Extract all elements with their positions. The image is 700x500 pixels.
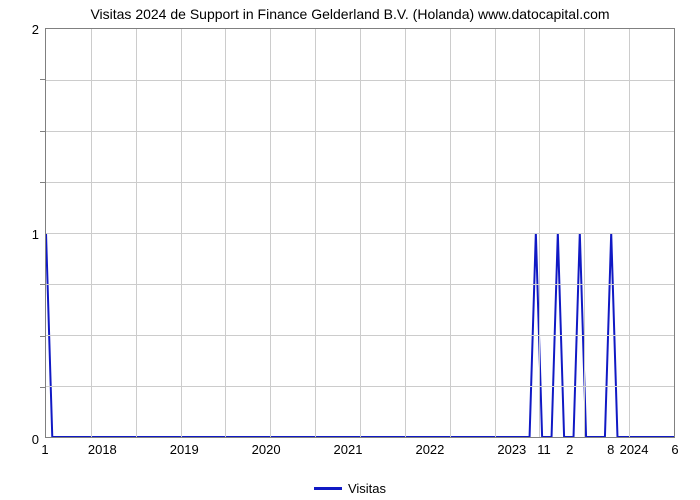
legend: Visitas <box>0 481 700 496</box>
grid-line-horizontal-minor <box>46 131 674 132</box>
data-point-label: 11 <box>537 442 551 457</box>
x-axis-tick-label: 2019 <box>170 442 199 457</box>
corner-label-bottom-right: 6 <box>671 442 678 457</box>
chart-title: Visitas 2024 de Support in Finance Gelde… <box>0 6 700 22</box>
y-axis-minor-tick <box>40 131 45 132</box>
y-axis-tick-label: 1 <box>9 227 39 242</box>
plot-area <box>45 28 675 438</box>
x-axis-tick-label: 2018 <box>88 442 117 457</box>
y-axis-tick-label: 2 <box>9 22 39 37</box>
x-axis-tick-label: 2020 <box>252 442 281 457</box>
grid-line-horizontal-minor <box>46 80 674 81</box>
grid-line-horizontal-minor <box>46 182 674 183</box>
y-axis-minor-tick <box>40 79 45 80</box>
data-point-label: 2 <box>566 442 573 457</box>
y-axis-minor-tick <box>40 387 45 388</box>
y-axis-tick-label: 0 <box>9 432 39 447</box>
legend-swatch <box>314 487 342 490</box>
y-axis-minor-tick <box>40 284 45 285</box>
x-axis-tick-label: 2023 <box>497 442 526 457</box>
x-axis-tick-label: 2022 <box>415 442 444 457</box>
grid-line-horizontal-major <box>46 233 674 234</box>
x-axis-tick-label: 2024 <box>620 442 649 457</box>
y-axis-minor-tick <box>40 336 45 337</box>
corner-label-bottom-left: 1 <box>41 442 48 457</box>
grid-line-horizontal-minor <box>46 284 674 285</box>
legend-label: Visitas <box>348 481 386 496</box>
grid-line-horizontal-minor <box>46 386 674 387</box>
y-axis-minor-tick <box>40 182 45 183</box>
chart-container: Visitas 2024 de Support in Finance Gelde… <box>0 0 700 500</box>
x-axis-tick-label: 2021 <box>334 442 363 457</box>
grid-line-horizontal-minor <box>46 335 674 336</box>
data-point-label: 8 <box>607 442 614 457</box>
